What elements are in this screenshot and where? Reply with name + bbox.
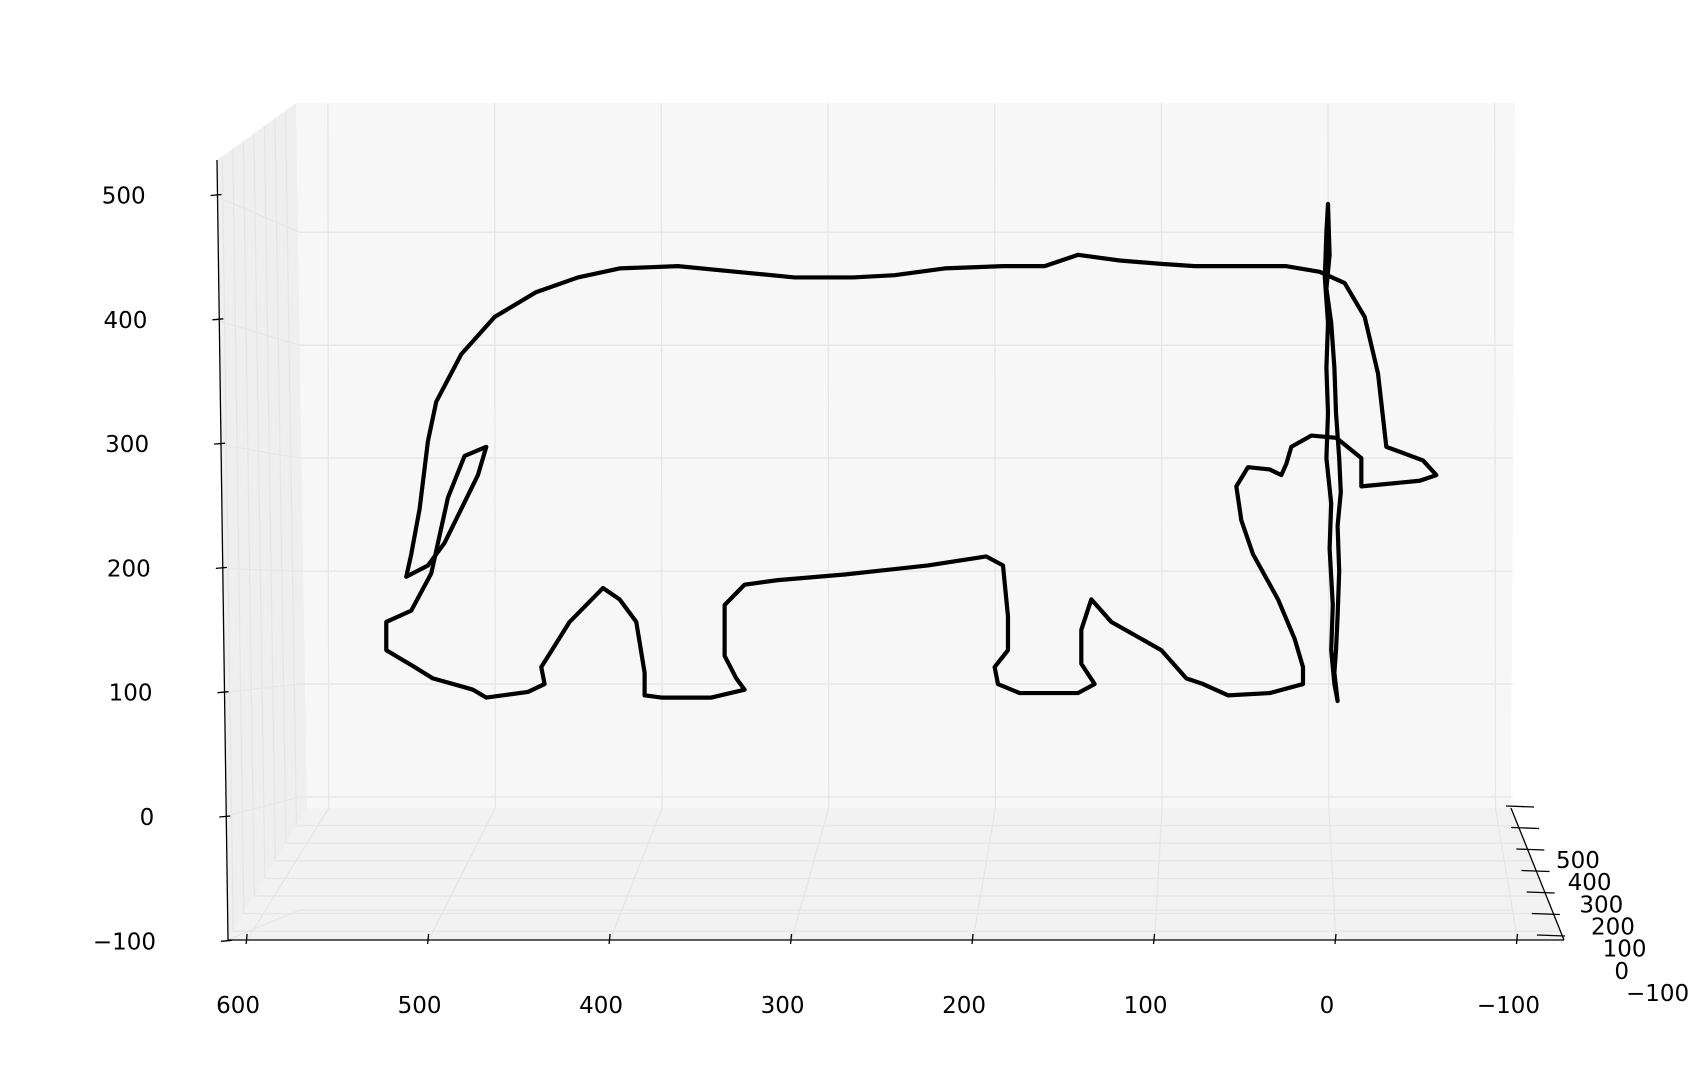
grid-line-side-z bbox=[220, 683, 301, 694]
x-tick-label: 0 bbox=[1320, 993, 1335, 1019]
z-tick-label: 0 bbox=[140, 805, 155, 831]
z-tick-label: 200 bbox=[107, 556, 151, 582]
axis-lines bbox=[216, 159, 1565, 941]
y-tick-label: 200 bbox=[1591, 915, 1635, 941]
y-tick-label: 300 bbox=[1579, 892, 1623, 918]
grid-line-side-y bbox=[242, 140, 255, 897]
z-tick-label: 500 bbox=[102, 184, 146, 210]
y-tick-mark bbox=[1505, 805, 1535, 808]
z-tick-label: 300 bbox=[105, 432, 149, 458]
x-tick-mark bbox=[1515, 933, 1519, 945]
x-tick-mark bbox=[789, 933, 793, 945]
grid-line-side-y bbox=[253, 133, 266, 879]
x-tick-label: 100 bbox=[1124, 993, 1168, 1019]
series-lines bbox=[384, 201, 1439, 704]
x-tick-mark bbox=[971, 933, 974, 945]
z-tick-mark bbox=[214, 442, 226, 445]
y-tick-mark bbox=[1531, 912, 1560, 916]
y-tick-mark bbox=[1536, 934, 1566, 937]
y-tick-mark bbox=[1511, 826, 1540, 830]
x-tick-mark bbox=[1334, 933, 1337, 945]
x-tick-mark bbox=[245, 933, 248, 945]
x-tick-label: 300 bbox=[761, 993, 805, 1019]
z-tick-mark bbox=[219, 815, 231, 818]
y-tick-label: 400 bbox=[1568, 870, 1612, 896]
grid-line-floor-x bbox=[972, 807, 997, 941]
x-tick-mark bbox=[608, 933, 611, 945]
x-tick-label: −100 bbox=[1477, 993, 1540, 1019]
grid-line-floor-x bbox=[1153, 807, 1163, 941]
series-outline-side bbox=[1322, 201, 1343, 704]
back-pane bbox=[296, 103, 1515, 808]
z-tick-mark bbox=[220, 939, 233, 942]
grid-line-floor-x bbox=[1328, 807, 1337, 941]
y-tick-mark bbox=[1526, 891, 1555, 894]
y-tick-label: 100 bbox=[1603, 937, 1647, 963]
y-tick-mark bbox=[1516, 848, 1545, 851]
y-tick-label: 0 bbox=[1614, 959, 1629, 985]
grid-line-side-y bbox=[221, 156, 234, 932]
series-outline-front bbox=[384, 252, 1439, 700]
grid-line-side-z bbox=[223, 909, 301, 942]
grid-line-side-z bbox=[218, 567, 301, 572]
grid-line-floor-x bbox=[1494, 807, 1519, 941]
y-tick-mark bbox=[1521, 869, 1550, 873]
x-tick-label: 600 bbox=[216, 993, 260, 1019]
grid-line-x bbox=[1494, 102, 1497, 809]
grid-line-x bbox=[660, 102, 663, 809]
grid-line-side-z bbox=[215, 319, 301, 346]
grid-line-floor-x bbox=[609, 807, 663, 941]
grid-line-x bbox=[827, 102, 830, 809]
z-tick-mark bbox=[217, 691, 229, 694]
grid-line-x bbox=[327, 102, 330, 809]
y-tick-label: −100 bbox=[1626, 981, 1689, 1007]
x-tick-label: 200 bbox=[942, 993, 986, 1019]
x-tick-mark bbox=[1152, 933, 1156, 945]
z-tick-mark bbox=[210, 193, 222, 197]
grid-line-floor-x bbox=[246, 807, 330, 941]
x-tick-mark bbox=[426, 933, 430, 945]
grid-line-side-y bbox=[274, 118, 287, 844]
grid-line-x bbox=[993, 102, 997, 809]
z-tick-mark bbox=[212, 318, 224, 321]
grid-line-x bbox=[1160, 102, 1163, 809]
back-pane-fill bbox=[296, 103, 1515, 808]
floor-pane-fill bbox=[228, 808, 1564, 940]
grid-line-side-y bbox=[284, 110, 298, 826]
grid-line-floor-x bbox=[790, 807, 830, 941]
grid-line-side-y bbox=[263, 125, 277, 861]
z-tick-label: −100 bbox=[93, 929, 156, 955]
z-tick-mark bbox=[215, 566, 227, 570]
x-tick-label: 500 bbox=[398, 993, 442, 1019]
z-tick-label: 100 bbox=[109, 681, 153, 707]
y-axis-line bbox=[1510, 807, 1565, 941]
grid-line-side-z bbox=[213, 194, 301, 233]
z-axis-line bbox=[216, 159, 229, 941]
tick-labels: 600 500 400 300 200 100 0 −1005004003002001000−… bbox=[93, 184, 1689, 1020]
grid-line-side-y bbox=[232, 148, 245, 914]
grid-line-floor-x bbox=[428, 807, 496, 941]
y-tick-label: 500 bbox=[1556, 848, 1600, 874]
grid-line-side-z bbox=[222, 796, 301, 818]
grid-line-x bbox=[493, 102, 497, 809]
x-tick-label: 400 bbox=[579, 993, 623, 1019]
z-tick-label: 400 bbox=[103, 308, 147, 334]
floor-pane bbox=[228, 808, 1564, 940]
tick-marks bbox=[210, 193, 1566, 945]
